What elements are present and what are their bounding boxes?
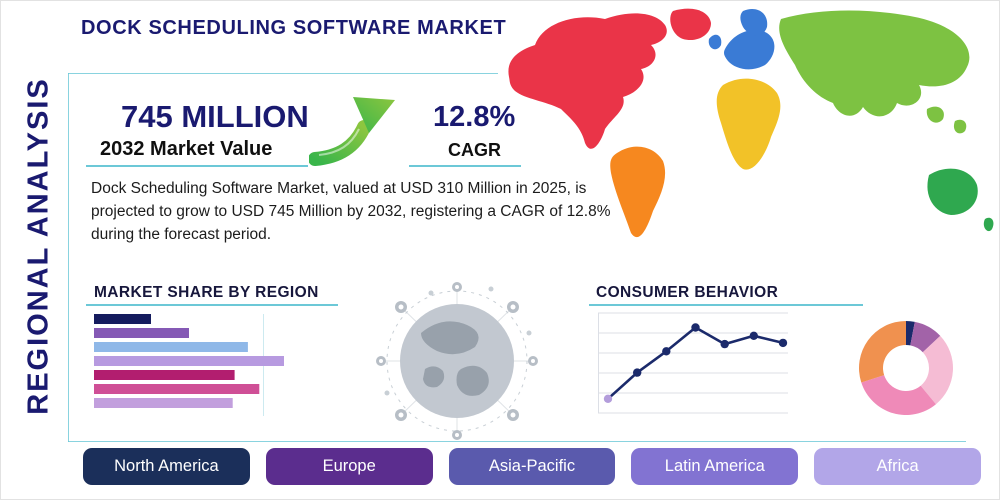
continent-asia-islands <box>926 106 944 123</box>
region-button-europe[interactable]: Europe <box>265 448 433 485</box>
bar-chart-heading: MARKET SHARE BY REGION <box>94 284 319 301</box>
consumer-behavior-line-chart <box>598 312 788 414</box>
continent-asia-islands-2 <box>953 119 967 134</box>
market-value-underline <box>86 165 308 167</box>
continent-australia <box>927 168 978 215</box>
line-chart-underline <box>589 304 863 306</box>
continent-africa <box>716 78 781 170</box>
market-description: Dock Scheduling Software Market, valued … <box>91 180 611 243</box>
region-button-latin-america[interactable]: Latin America <box>631 448 799 485</box>
line-chart-heading: CONSUMER BEHAVIOR <box>596 284 779 301</box>
continent-south-america <box>610 146 666 238</box>
continent-europe <box>724 29 775 70</box>
world-map <box>508 8 994 238</box>
card-border-top <box>68 73 498 74</box>
continent-asia <box>779 10 970 117</box>
region-button-africa[interactable]: Africa <box>814 448 981 485</box>
cagr-underline <box>409 165 521 167</box>
card-border-bottom <box>68 441 966 442</box>
regional-analysis-label: REGIONAL ANALYSIS <box>22 77 55 415</box>
growth-arrow-icon <box>309 97 395 166</box>
region-share-donut-chart <box>859 321 953 415</box>
region-button-north-america[interactable]: North America <box>83 448 250 485</box>
card-border-left <box>68 73 69 442</box>
continent-greenland <box>670 8 711 41</box>
continent-europe-uk <box>708 34 722 50</box>
market-share-bar-chart <box>94 314 284 416</box>
continent-north-america <box>508 13 667 149</box>
cagr-stat: 12.8% <box>433 101 516 133</box>
cagr-caption: CAGR <box>448 140 501 160</box>
market-value-caption: 2032 Market Value <box>100 138 273 160</box>
continent-new-zealand <box>983 217 994 232</box>
region-buttons-row: North America Europe Asia-Pacific Latin Ame… <box>83 448 981 485</box>
market-value-stat: 745 MILLION <box>121 99 309 134</box>
region-button-asia-pacific[interactable]: Asia-Pacific <box>448 448 616 485</box>
page-title: DOCK SCHEDULING SOFTWARE MARKET <box>81 17 507 39</box>
continent-europe-scandinavia <box>740 8 768 36</box>
globe-network-illustration <box>376 282 538 440</box>
bar-chart-underline <box>86 304 338 306</box>
